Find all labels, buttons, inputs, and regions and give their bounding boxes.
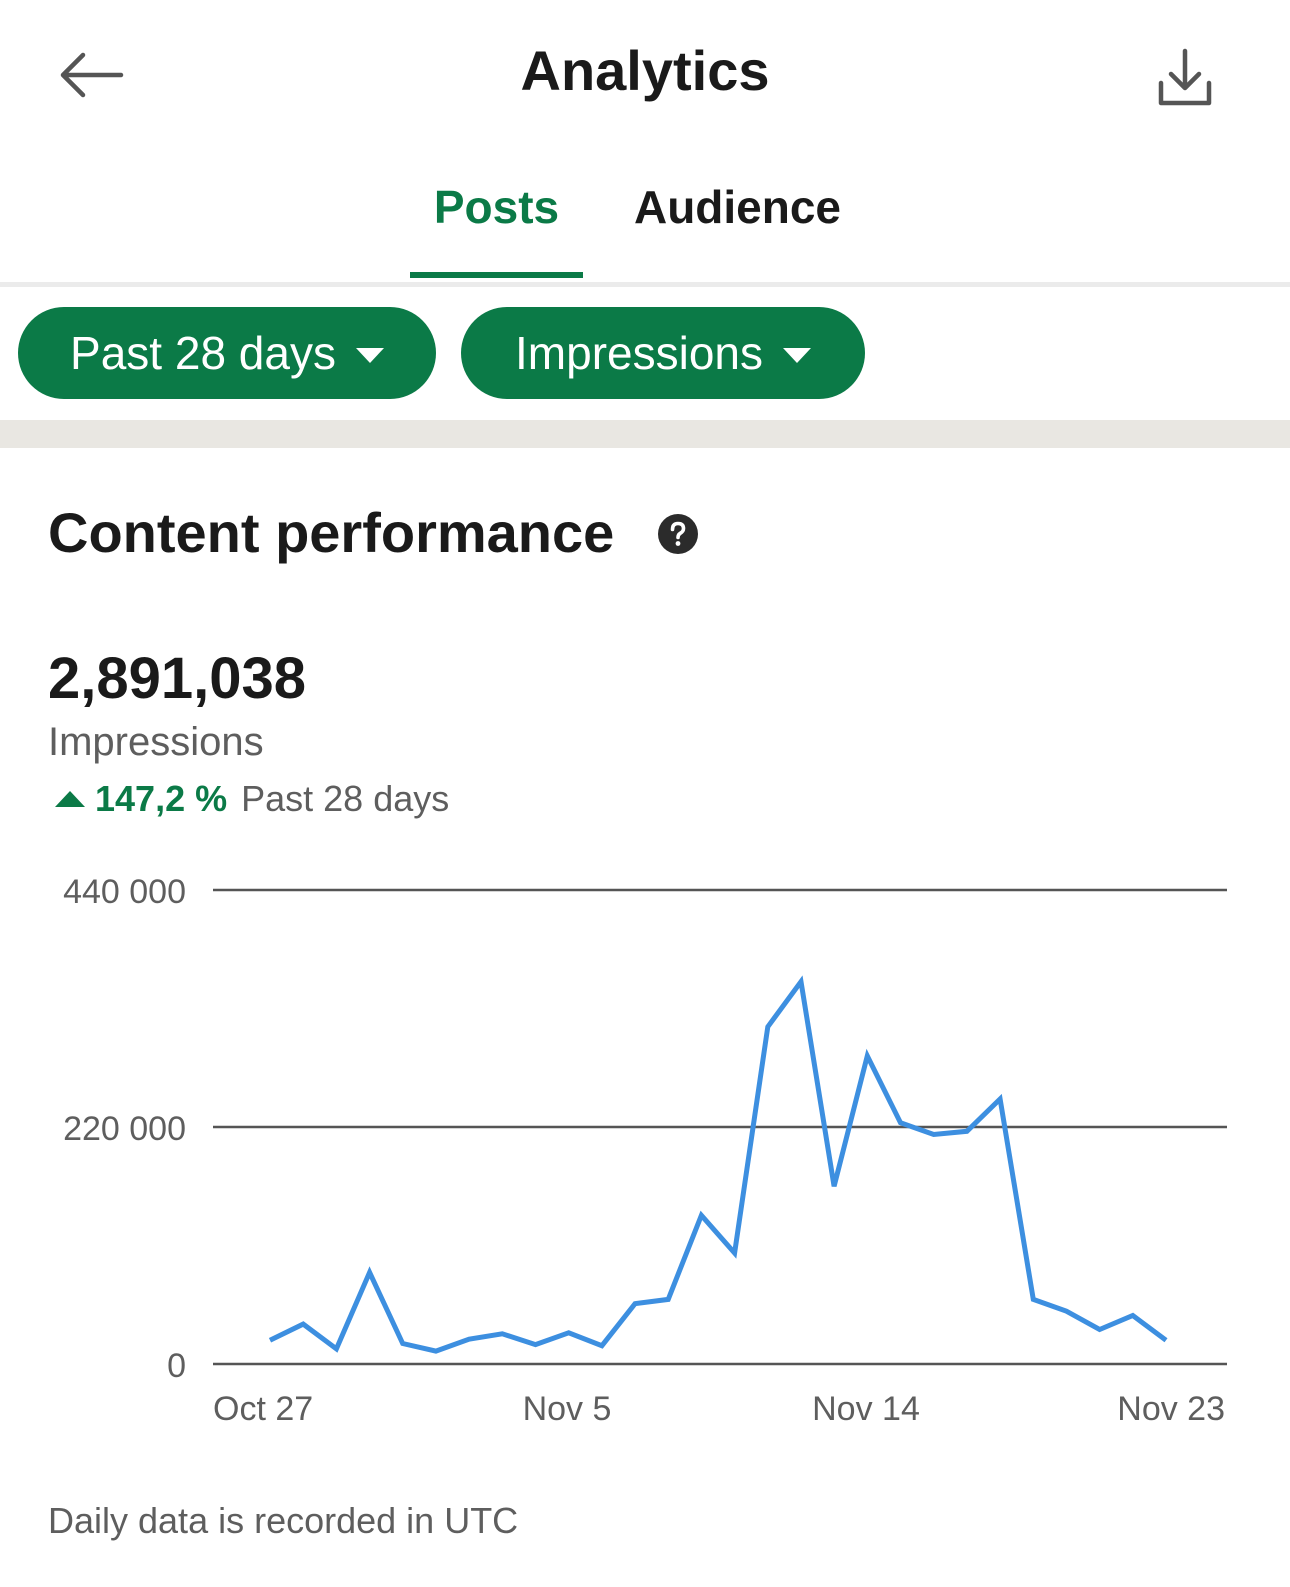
footer-note: Daily data is recorded in UTC [48, 1500, 519, 1541]
y-tick-label: 440 000 [63, 873, 186, 911]
change-period: Past 28 days [241, 778, 450, 819]
tab-bar: Posts Audience [0, 150, 1290, 287]
download-icon [1158, 48, 1212, 106]
back-button[interactable] [55, 40, 135, 110]
caret-down-icon [782, 347, 811, 363]
arrow-left-icon [60, 52, 124, 98]
section-title: Content performance [48, 501, 615, 564]
caret-down-icon [355, 347, 384, 363]
download-button[interactable] [1145, 38, 1225, 118]
date-range-dropdown[interactable]: Past 28 days [18, 307, 436, 399]
filter-bar: Past 28 days Impressions [0, 287, 1290, 420]
change-percent: 147,2 % [95, 778, 228, 819]
metric-label: Impressions [515, 327, 763, 379]
x-tick-label: Oct 27 [213, 1390, 313, 1428]
trend-up-icon [55, 791, 85, 807]
top-bar: Analytics [0, 0, 1290, 150]
date-range-label: Past 28 days [70, 327, 336, 379]
y-tick-label: 220 000 [63, 1110, 186, 1148]
impressions-line-chart: 0 220 000 440 000 Oct 27 Nov 5 Nov 14 Nov 23 [63, 873, 1227, 1428]
tab-audience[interactable]: Audience [633, 181, 842, 233]
active-tab-indicator [410, 272, 583, 278]
change-indicator: 147,2 % Past 28 days [55, 778, 449, 820]
total-impressions-value: 2,891,038 [48, 646, 307, 711]
section-divider [0, 420, 1290, 448]
total-impressions-label: Impressions [48, 720, 264, 764]
series-line [268, 975, 1168, 1354]
page-title: Analytics [520, 39, 770, 102]
metric-dropdown[interactable]: Impressions [461, 307, 865, 399]
y-tick-label: 0 [167, 1347, 186, 1385]
tab-posts[interactable]: Posts [433, 181, 560, 233]
x-tick-label: Nov 5 [523, 1390, 612, 1428]
x-tick-label: Nov 23 [1117, 1390, 1225, 1428]
x-tick-label: Nov 14 [812, 1390, 920, 1428]
question-circle-icon[interactable] [658, 514, 698, 554]
